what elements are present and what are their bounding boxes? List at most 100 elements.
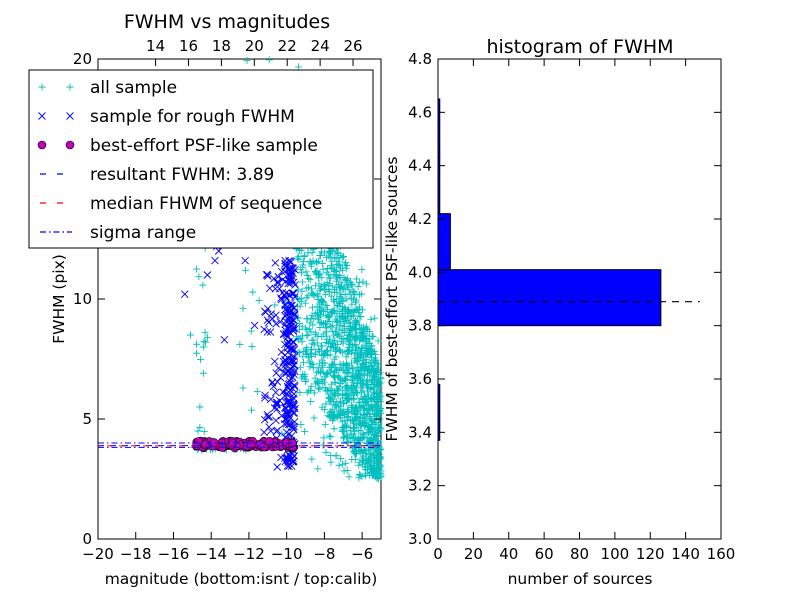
all-sample-point	[313, 377, 321, 385]
all-sample-point	[362, 470, 370, 478]
left-title: FWHM vs magnitudes	[124, 11, 330, 33]
all-sample-point	[366, 350, 374, 358]
all-sample-point	[305, 284, 313, 292]
rough-sample-point	[281, 267, 289, 276]
all-sample-point	[359, 410, 367, 418]
all-sample-point	[306, 319, 314, 327]
all-sample-point	[319, 361, 327, 369]
all-sample-point	[366, 371, 374, 379]
all-sample-point	[347, 384, 355, 392]
rough-sample-point	[277, 294, 285, 302]
all-sample-point	[332, 267, 340, 275]
all-sample-point	[304, 249, 312, 257]
all-sample-point	[295, 255, 303, 263]
all-sample-point	[371, 314, 379, 322]
rough-sample-point	[290, 338, 298, 346]
all-sample-point	[374, 429, 382, 437]
y-tick-label: 4.4	[408, 157, 432, 175]
rough-sample-point	[273, 405, 281, 413]
rough-sample-point	[283, 409, 291, 418]
all-sample-point	[353, 409, 361, 417]
all-sample-point	[372, 403, 380, 411]
all-sample-point	[301, 299, 309, 307]
rough-sample-point	[290, 360, 298, 369]
rough-sample-point	[276, 318, 285, 326]
all-sample-point	[354, 426, 362, 434]
all-sample-point	[326, 342, 334, 350]
all-sample-point	[312, 258, 320, 266]
all-sample-point	[351, 318, 359, 326]
rough-sample-point	[290, 418, 299, 426]
all-sample-point	[200, 343, 208, 351]
all-sample-point	[342, 259, 350, 267]
rough-sample-point	[287, 258, 295, 266]
all-sample-point	[321, 350, 329, 358]
x-tick-label: 20	[464, 545, 483, 563]
rough-sample-point	[284, 397, 293, 406]
all-sample-point	[294, 254, 302, 262]
rough-sample-point	[281, 300, 289, 309]
all-sample-point	[318, 333, 326, 341]
all-sample-point	[298, 338, 306, 346]
all-sample-point	[358, 457, 366, 465]
y-tick-label: 0	[82, 530, 92, 548]
all-sample-point	[330, 296, 338, 304]
all-sample-point	[249, 288, 257, 296]
rough-sample-point	[283, 340, 292, 349]
all-sample-point	[338, 418, 346, 426]
all-sample-point	[373, 402, 381, 410]
all-sample-point	[341, 315, 349, 323]
all-sample-point	[335, 461, 343, 469]
all-sample-point	[295, 326, 303, 334]
all-sample-point	[314, 384, 322, 392]
all-sample-point	[353, 358, 361, 366]
rough-sample-point	[273, 463, 282, 471]
rough-sample-point	[263, 270, 272, 279]
all-sample-point	[374, 337, 382, 345]
all-sample-point	[350, 395, 358, 403]
all-sample-point	[330, 373, 338, 381]
all-sample-point	[271, 301, 279, 309]
all-sample-point	[340, 367, 348, 375]
all-sample-point	[374, 387, 382, 395]
all-sample-point	[333, 341, 341, 349]
all-sample-point	[314, 465, 322, 473]
all-sample-point	[315, 270, 323, 278]
all-sample-point	[367, 315, 375, 323]
all-sample-point	[359, 337, 367, 345]
all-sample-point	[317, 342, 325, 350]
rough-sample-point	[272, 319, 280, 328]
rough-sample-point	[267, 310, 276, 318]
rough-sample-point	[260, 415, 269, 424]
all-sample-point	[306, 276, 314, 284]
all-sample-point	[346, 433, 354, 441]
rough-sample-point	[288, 396, 297, 405]
rough-sample-point	[279, 357, 288, 366]
legend-item: sigma range	[40, 223, 196, 243]
all-sample-point	[203, 333, 211, 341]
all-sample-point	[340, 467, 348, 475]
rough-sample-point	[273, 426, 282, 435]
rough-sample-point	[290, 292, 299, 301]
all-sample-point	[193, 340, 201, 348]
all-sample-point	[362, 447, 370, 455]
all-sample-point	[357, 434, 365, 442]
rough-sample-point	[281, 403, 289, 411]
all-sample-point	[306, 357, 314, 365]
all-sample-point	[374, 452, 382, 460]
rough-sample-point	[66, 112, 74, 120]
all-sample-point	[303, 272, 311, 280]
all-sample-point	[320, 308, 328, 316]
all-sample-point	[368, 404, 376, 412]
all-sample-point	[339, 400, 347, 408]
all-sample-point	[349, 333, 357, 341]
all-sample-point	[318, 376, 326, 384]
all-sample-point	[335, 284, 343, 292]
all-sample-point	[349, 364, 357, 372]
legend-label: median FHWM of sequence	[90, 194, 322, 214]
all-sample-point	[343, 325, 351, 333]
all-sample-point	[239, 384, 247, 392]
all-sample-point	[332, 398, 340, 406]
legend-label: best-effort PSF-like sample	[90, 136, 318, 156]
all-sample-point	[304, 275, 312, 283]
